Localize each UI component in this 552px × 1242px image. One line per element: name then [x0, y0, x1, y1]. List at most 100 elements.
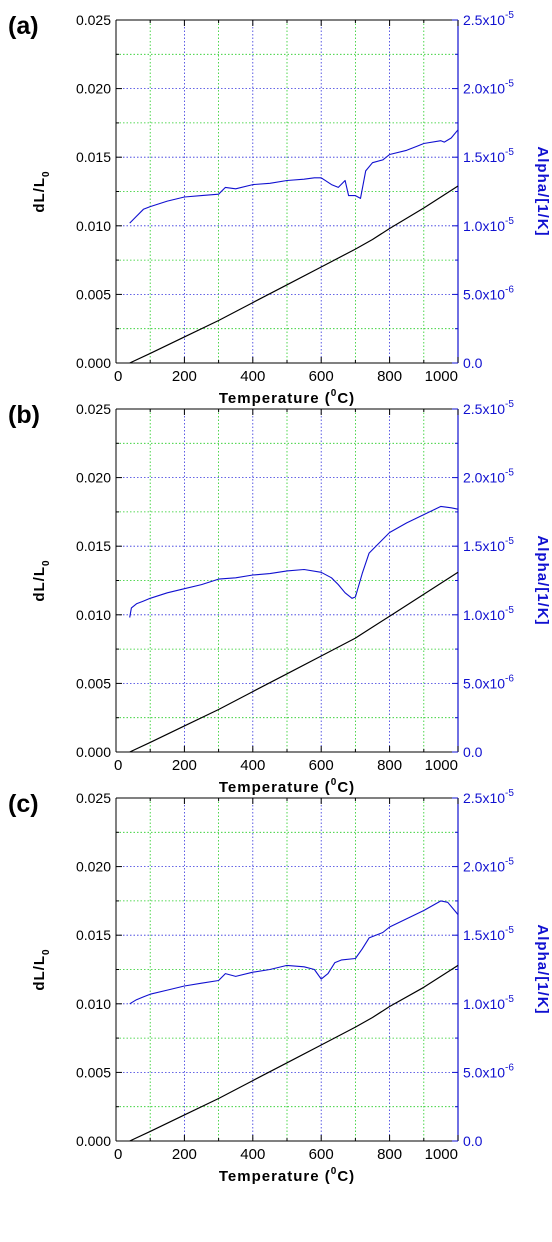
x-axis-title-part: Temperature ( [219, 779, 331, 796]
y-tick-label-left: 0.005 [76, 1064, 111, 1080]
tick-mantissa: 5.0x10 [463, 286, 505, 302]
x-axis-title-part: 0 [331, 1166, 338, 1177]
panel-a: 0 200 400 600 800 10000.0000.0050.0100.0150.0… [8, 10, 551, 407]
x-axis-title: Temperature (0C) [219, 1166, 355, 1185]
y-tick-label-left: 0.000 [76, 744, 111, 760]
y-tick-label-left: 0.000 [76, 1133, 111, 1149]
x-axis-title-part: C) [337, 1168, 355, 1185]
y-tick-label-left: 0.010 [76, 607, 111, 623]
tick-mantissa: 2.5x10 [463, 12, 505, 28]
y-tick-label-left: 0.025 [76, 401, 111, 417]
x-tick-label: 600 [309, 368, 334, 385]
y-tick-label-right: 5.0x10-6 [463, 1062, 514, 1080]
tick-mantissa: 1.0x10 [463, 996, 505, 1012]
y-tick-label-right: 2.0x10-5 [463, 468, 514, 486]
tick-exponent: -5 [505, 399, 514, 410]
x-tick-label: 1000 [425, 757, 458, 774]
y-axis-title-main: dL/L [31, 955, 48, 991]
tick-exponent: -5 [505, 857, 514, 868]
tick-exponent: -6 [505, 1062, 514, 1073]
dl-l0-series-line [129, 571, 459, 753]
x-tick-label: 800 [377, 368, 402, 385]
y-tick-label-left: 0.015 [76, 538, 111, 554]
x-axis-title: Temperature (0C) [219, 777, 355, 796]
y-tick-label-right: 1.0x10-5 [463, 216, 514, 234]
y-tick-label-right: 1.0x10-5 [463, 994, 514, 1012]
tick-mantissa: 1.0x10 [463, 218, 505, 234]
tick-exponent: -5 [505, 925, 514, 936]
y-tick-label-right: 1.5x10-5 [463, 147, 514, 165]
tick-mantissa: 1.5x10 [463, 927, 505, 943]
y-tick-label-right: 2.5x10-5 [463, 788, 514, 806]
y-tick-label-left: 0.020 [76, 81, 111, 97]
x-axis-title-part: Temperature ( [219, 1168, 331, 1185]
x-tick-label: 400 [240, 757, 265, 774]
y-tick-label-right: 2.0x10-5 [463, 79, 514, 97]
x-tick-label: 200 [172, 1146, 197, 1163]
y-tick-label-left: 0.020 [76, 859, 111, 875]
x-tick-label: 400 [240, 1146, 265, 1163]
x-axis-title-part: 0 [331, 388, 338, 399]
tick-exponent: -5 [505, 216, 514, 227]
y-tick-label-right: 2.0x10-5 [463, 857, 514, 875]
panel-label: (a) [8, 12, 39, 40]
tick-mantissa: 5.0x10 [463, 675, 505, 691]
alpha-series-line [129, 129, 459, 224]
dl-l0-series-line [129, 185, 459, 364]
y-tick-label-right: 0.0 [463, 744, 483, 760]
y-tick-label-right: 5.0x10-6 [463, 284, 514, 302]
y-tick-label-left: 0.010 [76, 218, 111, 234]
tick-exponent: -5 [505, 10, 514, 21]
x-tick-label: 200 [172, 368, 197, 385]
y-tick-label-left: 0.005 [76, 286, 111, 302]
x-axis-title-part: Temperature ( [219, 390, 331, 407]
y-axis-title-left: dL/L0 [31, 559, 52, 601]
x-tick-label: 0 [114, 368, 122, 385]
tick-mantissa: 2.5x10 [463, 401, 505, 417]
panel-b: 0 200 400 600 800 10000.0000.0050.0100.0150.0… [8, 399, 551, 796]
x-tick-label: 200 [172, 757, 197, 774]
tick-mantissa: 1.5x10 [463, 538, 505, 554]
y-tick-label-right: 1.5x10-5 [463, 925, 514, 943]
y-axis-title-subscript: 0 [41, 170, 52, 177]
y-tick-label-left: 0.005 [76, 675, 111, 691]
y-axis-title-subscript: 0 [41, 948, 52, 955]
y-axis-title-right: Alpha/[1/K] [534, 535, 551, 625]
y-tick-label-left: 0.000 [76, 355, 111, 371]
y-axis-title-right: Alpha/[1/K] [534, 924, 551, 1014]
y-tick-label-right: 1.5x10-5 [463, 536, 514, 554]
tick-exponent: -5 [505, 605, 514, 616]
tick-exponent: -5 [505, 79, 514, 90]
y-tick-label-left: 0.020 [76, 470, 111, 486]
tick-exponent: -6 [505, 673, 514, 684]
x-tick-label: 600 [309, 1146, 334, 1163]
tick-mantissa: 0.0 [463, 1133, 483, 1149]
tick-mantissa: 2.0x10 [463, 81, 505, 97]
y-tick-label-left: 0.025 [76, 12, 111, 28]
x-tick-label: 600 [309, 757, 334, 774]
tick-exponent: -5 [505, 536, 514, 547]
y-tick-label-right: 5.0x10-6 [463, 673, 514, 691]
tick-mantissa: 2.0x10 [463, 470, 505, 486]
y-tick-label-right: 0.0 [463, 1133, 483, 1149]
x-axis-title-part: C) [337, 779, 355, 796]
y-tick-label-right: 1.0x10-5 [463, 605, 514, 623]
tick-mantissa: 0.0 [463, 355, 483, 371]
y-axis-title-main: dL/L [31, 566, 48, 602]
x-axis-title-part: 0 [331, 777, 338, 788]
y-tick-label-right: 2.5x10-5 [463, 10, 514, 28]
y-tick-label-left: 0.025 [76, 790, 111, 806]
tick-mantissa: 0.0 [463, 744, 483, 760]
tick-mantissa: 5.0x10 [463, 1064, 505, 1080]
y-tick-label-left: 0.015 [76, 149, 111, 165]
y-tick-label-left: 0.010 [76, 996, 111, 1012]
y-tick-label-right: 2.5x10-5 [463, 399, 514, 417]
alpha-series-line [129, 505, 459, 618]
panel-label: (c) [8, 790, 39, 818]
tick-exponent: -6 [505, 284, 514, 295]
y-tick-label-right: 0.0 [463, 355, 483, 371]
x-tick-label: 0 [114, 757, 122, 774]
panel-label: (b) [8, 401, 40, 429]
y-axis-title-left: dL/L0 [31, 948, 52, 990]
